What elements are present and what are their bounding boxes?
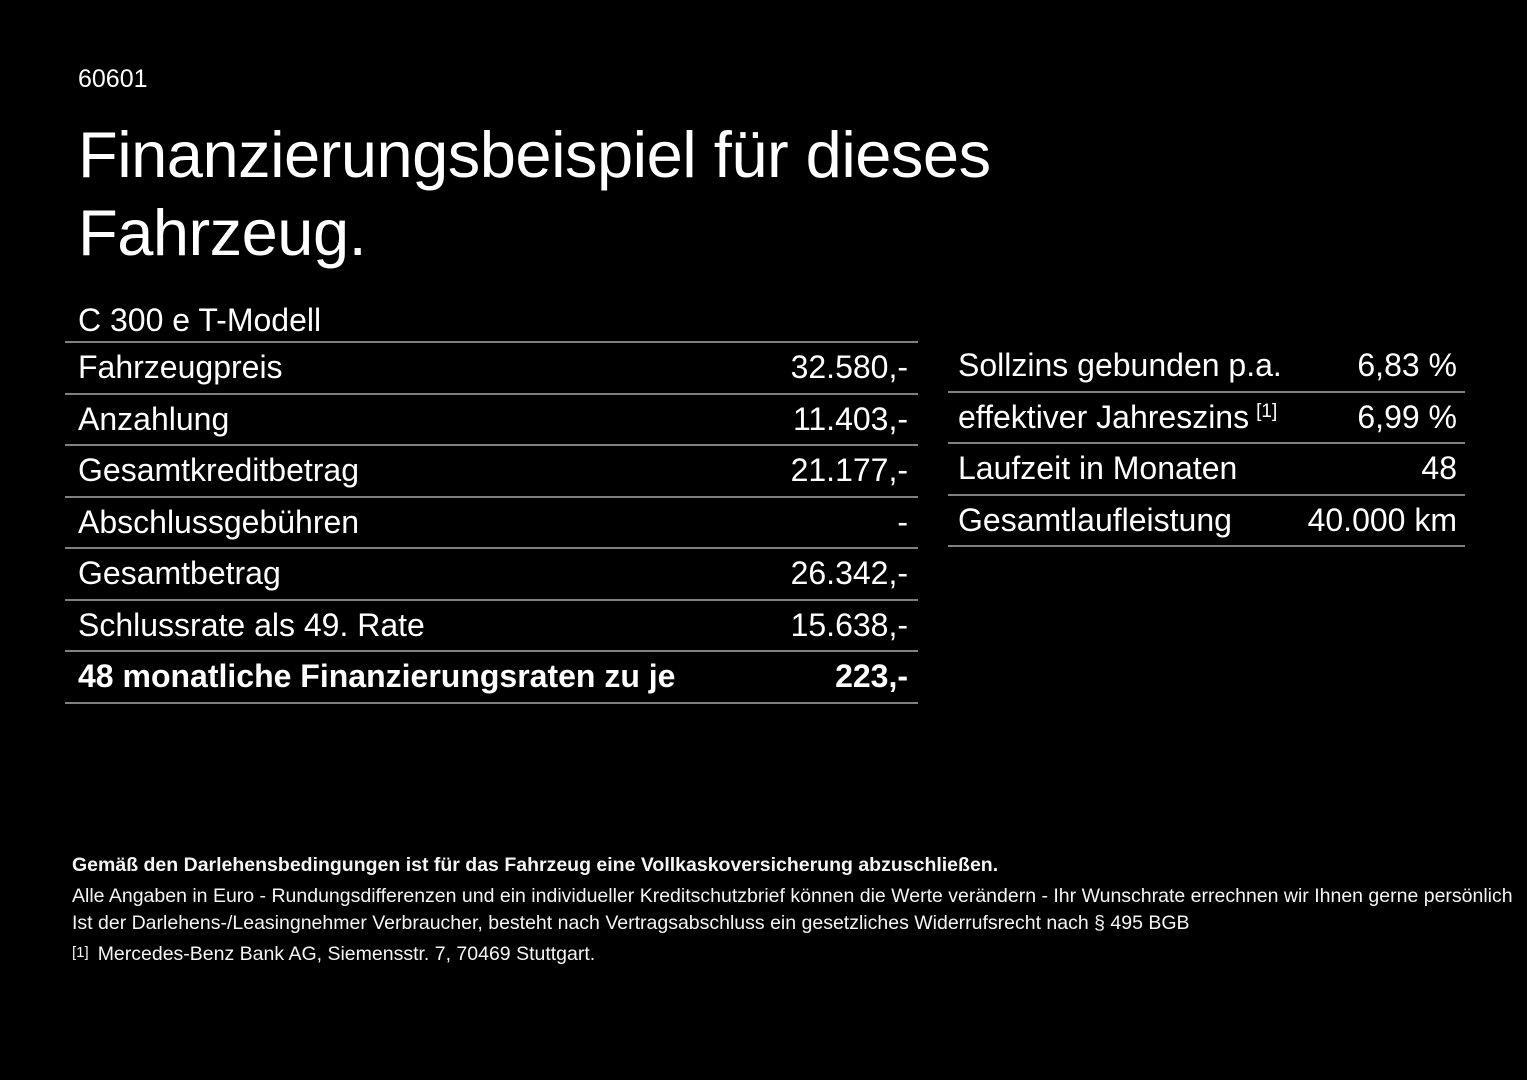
table-row-monatsrate: 48 monatliche Finanzierungsraten zu je 2… (65, 652, 918, 704)
row-value: 223,- (835, 658, 908, 695)
doc-number: 60601 (78, 65, 148, 93)
footnote-reference-marker: [1] (1256, 400, 1278, 422)
row-value: 26.342,- (790, 555, 908, 592)
row-label: Anzahlung (78, 400, 230, 437)
insurance-note: Gemäß den Darlehensbedingungen ist für d… (72, 854, 999, 876)
row-label: Sollzins gebunden p.a. (958, 347, 1282, 384)
row-value: 6,99 % (1357, 398, 1457, 435)
row-value: 32.580,- (790, 349, 908, 386)
table-row-gesamtkreditbetrag: Gesamtkreditbetrag 21.177,- (65, 446, 918, 498)
table-row-effektiver-jahreszins: effektiver Jahreszins [1] 6,99 % (948, 393, 1465, 444)
bank-footnote: [1] Mercedes-Benz Bank AG, Siemensstr. 7,… (72, 942, 595, 968)
row-value: - (897, 503, 908, 540)
row-label: Gesamtlaufleistung (958, 501, 1232, 538)
row-label: Abschlussgebühren (78, 503, 360, 540)
row-label: Gesamtbetrag (78, 555, 281, 592)
row-value: 15.638,- (790, 606, 908, 643)
financing-table: Fahrzeugpreis 32.580,- Anzahlung 11.403,… (65, 341, 918, 704)
page-title: Finanzierungsbeispiel für dieses Fahrzeu… (78, 118, 991, 269)
table-row-anzahlung: Anzahlung 11.403,- (65, 395, 918, 446)
footnote-marker: [1] (72, 944, 89, 961)
table-row-schlussrate: Schlussrate als 49. Rate 15.638,- (65, 601, 918, 652)
row-label: effektiver Jahreszins [1] (948, 399, 1277, 436)
row-value: 48 (1421, 450, 1457, 487)
row-label: Laufzeit in Monaten (958, 450, 1238, 487)
row-label: Schlussrate als 49. Rate (78, 606, 425, 643)
conditions-table: Sollzins gebunden p.a. 6,83 % effektiver… (948, 341, 1465, 547)
withdrawal-note: Ist der Darlehens-/Leasingnehmer Verbrau… (72, 912, 1190, 934)
row-label: Fahrzeugpreis (78, 349, 283, 386)
table-row-sollzins: Sollzins gebunden p.a. 6,83 % (948, 341, 1465, 393)
table-row-laufzeit: Laufzeit in Monaten 48 (948, 444, 1465, 496)
table-row-gesamtlaufleistung: Gesamtlaufleistung 40.000 km (948, 496, 1465, 547)
row-value: 6,83 % (1357, 347, 1457, 384)
row-label-text: effektiver Jahreszins (958, 398, 1250, 435)
row-value: 11.403,- (792, 400, 908, 437)
footnote-text: Mercedes-Benz Bank AG, Siemensstr. 7, 70… (97, 943, 596, 965)
table-row-fahrzeugpreis: Fahrzeugpreis 32.580,- (65, 343, 918, 395)
row-value: 21.177,- (790, 452, 908, 489)
row-label: Gesamtkreditbetrag (78, 452, 360, 489)
table-row-gesamtbetrag: Gesamtbetrag 26.342,- (65, 549, 918, 601)
row-label: 48 monatliche Finanzierungsraten zu je (78, 658, 676, 695)
general-note: Alle Angaben in Euro - Rundungsdifferenz… (72, 885, 1513, 907)
table-row-abschlussgebuehren: Abschlussgebühren - (65, 498, 918, 549)
vehicle-model-name: C 300 e T-Modell (78, 302, 322, 338)
row-value: 40.000 km (1307, 501, 1457, 538)
